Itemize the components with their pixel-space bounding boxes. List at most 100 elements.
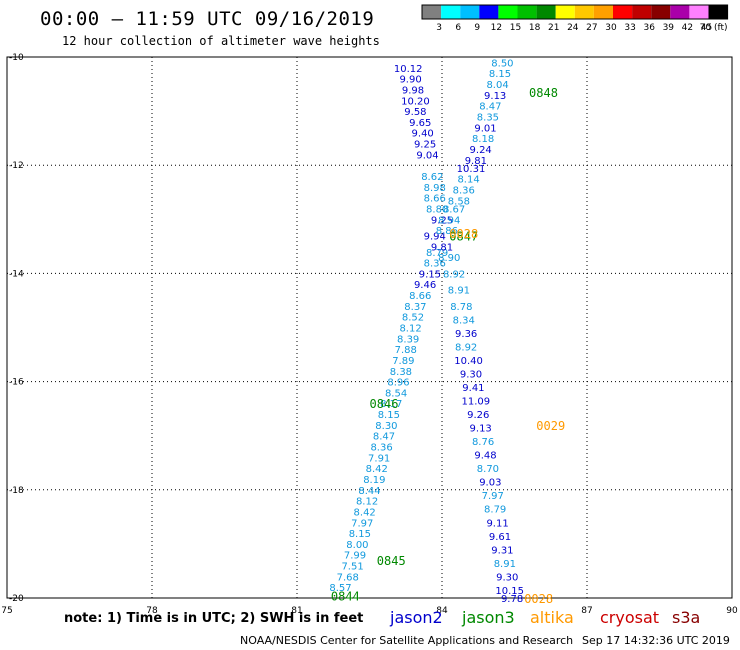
colorbar-swatch bbox=[536, 5, 556, 19]
wave-height-label: 8.70 bbox=[477, 464, 499, 475]
wave-height-label: 8.91 bbox=[448, 286, 470, 297]
wave-height-label: 8.90 bbox=[438, 253, 460, 264]
wave-height-label: 8.00 bbox=[346, 540, 368, 551]
colorbar-label: 42 bbox=[682, 23, 693, 33]
y-tick-label: -18 bbox=[9, 486, 24, 496]
wave-height-label: 8.47 bbox=[373, 432, 395, 443]
wave-height-label: 9.13 bbox=[484, 91, 506, 102]
colorbar-swatch bbox=[651, 5, 671, 19]
wave-height-label: 10.15 bbox=[495, 586, 524, 597]
colorbar-swatch bbox=[441, 5, 461, 19]
colorbar-swatch bbox=[670, 5, 690, 19]
wave-height-label: 9.03 bbox=[479, 478, 501, 489]
wave-height-label: 8.37 bbox=[404, 302, 426, 313]
wave-height-label: 9.13 bbox=[470, 424, 492, 435]
pass-time-label: 0844 bbox=[331, 589, 360, 603]
wave-height-label: 8.18 bbox=[472, 134, 494, 145]
wave-height-label: 9.65 bbox=[409, 118, 431, 129]
wave-height-label: 9.30 bbox=[496, 572, 518, 583]
wave-height-label: 9.78 bbox=[501, 594, 523, 605]
wave-height-label: 8.62 bbox=[421, 172, 443, 183]
wave-height-label: 8.14 bbox=[457, 175, 479, 186]
wave-height-label: 8.04 bbox=[486, 80, 508, 91]
wave-height-label: 8.79 bbox=[484, 505, 506, 516]
colorbar-label: 30 bbox=[605, 23, 617, 33]
legend-jason2: jason2 bbox=[390, 608, 443, 627]
pass-time-label: 0029 bbox=[536, 419, 565, 433]
colorbar-swatch bbox=[632, 5, 652, 19]
wave-height-label: 9.26 bbox=[467, 410, 489, 421]
wave-height-label: 8.47 bbox=[479, 102, 501, 113]
wave-height-label: 8.80 bbox=[426, 204, 448, 215]
wave-height-label: 9.11 bbox=[486, 518, 508, 529]
colorbar-label: 24 bbox=[567, 23, 579, 33]
wave-height-label: 8.17 bbox=[380, 399, 402, 410]
wave-height-label: 7.68 bbox=[337, 572, 359, 583]
colorbar-label: 33 bbox=[624, 23, 635, 33]
wave-height-label: 7.97 bbox=[351, 518, 373, 529]
wave-height-label: 9.36 bbox=[455, 329, 477, 340]
legend-altika: altika bbox=[530, 608, 574, 627]
wave-height-label: 8.34 bbox=[453, 315, 475, 326]
wave-height-label: 9.58 bbox=[404, 107, 426, 118]
wave-height-label: 8.92 bbox=[443, 269, 465, 280]
wave-height-label: 9.61 bbox=[489, 532, 511, 543]
wave-height-label: 9.31 bbox=[491, 545, 513, 556]
wave-height-label: 8.78 bbox=[450, 302, 472, 313]
wave-height-label: 9.15 bbox=[419, 269, 441, 280]
colorbar-swatch bbox=[689, 5, 709, 19]
wave-height-label: 8.39 bbox=[397, 334, 419, 345]
pass-time-label: 0848 bbox=[529, 86, 558, 100]
wave-height-label: 10.20 bbox=[401, 96, 430, 107]
wave-height-label: 9.25 bbox=[414, 140, 436, 151]
wave-height-label: 7.99 bbox=[344, 551, 366, 562]
wave-height-label: 8.96 bbox=[387, 378, 409, 389]
wave-height-label: 8.19 bbox=[363, 475, 385, 486]
colorbar-label: 27 bbox=[586, 23, 597, 33]
colorbar-swatch bbox=[460, 5, 480, 19]
wave-height-label: 8.36 bbox=[453, 186, 475, 197]
wave-height-label: 8.50 bbox=[491, 58, 513, 69]
x-tick-label: 84 bbox=[436, 606, 448, 616]
footer-timestamp: Sep 17 14:32:36 UTC 2019 bbox=[582, 634, 730, 647]
wave-height-label: 8.12 bbox=[356, 497, 378, 508]
chart-title: 00:00 – 11:59 UTC 09/16/2019 bbox=[40, 8, 375, 30]
wave-height-label: 7.91 bbox=[368, 453, 390, 464]
pass-time-label: 0028 bbox=[524, 592, 553, 606]
wave-height-label: 8.35 bbox=[477, 113, 499, 124]
footer-credit: NOAA/NESDIS Center for Satellite Applica… bbox=[240, 634, 574, 647]
colorbar-label: 36 bbox=[643, 23, 655, 33]
plot-frame bbox=[6, 56, 733, 599]
wave-height-label: 8.79 bbox=[426, 248, 448, 259]
wave-height-label: 8.86 bbox=[436, 226, 458, 237]
wave-height-label: 9.24 bbox=[470, 145, 492, 156]
legend-s3a: s3a bbox=[672, 608, 701, 627]
wave-height-label: 9.30 bbox=[460, 369, 482, 380]
colorbar-label: 3 bbox=[436, 23, 442, 33]
colorbar-swatch bbox=[593, 5, 613, 19]
wave-height-label: 8.57 bbox=[329, 583, 351, 594]
y-tick-label: -20 bbox=[9, 594, 24, 604]
wave-height-label: 9.81 bbox=[465, 156, 487, 167]
colorbar-label: 21 bbox=[548, 23, 559, 33]
wave-height-label: 8.36 bbox=[370, 443, 392, 454]
legend-cryosat: cryosat bbox=[600, 608, 660, 627]
wave-height-label: 9.90 bbox=[399, 75, 421, 86]
wave-height-label: 8.52 bbox=[402, 313, 424, 324]
colorbar-swatch bbox=[422, 5, 442, 19]
colorbar-label: 15 bbox=[510, 23, 521, 33]
y-tick-label: -16 bbox=[9, 378, 24, 388]
wave-height-label: 8.38 bbox=[390, 367, 412, 378]
wave-height-label: 8.66 bbox=[424, 194, 446, 205]
colorbar-label: 12 bbox=[491, 23, 502, 33]
colorbar-label: 70 (ft) bbox=[700, 23, 728, 33]
wave-height-label: 9.46 bbox=[414, 280, 436, 291]
x-tick-label: 90 bbox=[726, 606, 738, 616]
colorbar-frame bbox=[421, 4, 729, 20]
wave-height-label: 8.92 bbox=[455, 342, 477, 353]
x-tick-label: 81 bbox=[291, 606, 302, 616]
colorbar-label: 39 bbox=[663, 23, 675, 33]
colorbar-label: 45 bbox=[701, 23, 712, 33]
pass-time-label: 0847 bbox=[449, 230, 478, 244]
